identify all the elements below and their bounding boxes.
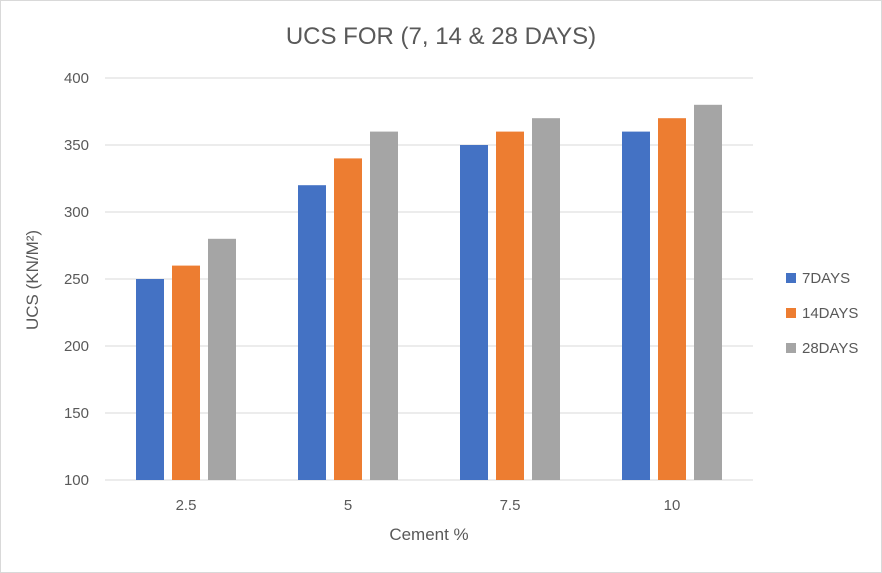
legend-swatch-28days	[786, 343, 796, 353]
legend-label-14days: 14DAYS	[802, 305, 858, 322]
bar-28days-2.5	[208, 238, 236, 480]
x-tick-label: 7.5	[500, 497, 521, 514]
bar-28days-5	[370, 131, 398, 480]
x-axis-ticks: 2.5 5 7.5 10	[176, 497, 681, 514]
legend-label-28days: 28DAYS	[802, 340, 858, 357]
y-axis-label: UCS (KN/M²)	[23, 230, 42, 330]
bar-7days-5	[298, 185, 326, 480]
legend-label-7days: 7DAYS	[802, 270, 850, 287]
bars	[136, 104, 722, 481]
bar-7days-10	[622, 131, 650, 480]
y-tick-label: 150	[64, 405, 89, 422]
x-tick-label: 10	[664, 497, 681, 514]
x-axis-label: Cement %	[389, 525, 468, 544]
x-tick-label: 5	[344, 497, 352, 514]
y-tick-label: 250	[64, 271, 89, 288]
y-tick-label: 400	[64, 70, 89, 87]
x-tick-label: 2.5	[176, 497, 197, 514]
y-axis-ticks: 100 150 200 250 300 350 400	[64, 70, 89, 489]
bar-14days-10	[658, 118, 686, 480]
bar-14days-5	[334, 158, 362, 480]
bar-28days-10	[694, 104, 722, 481]
bar-28days-7.5	[532, 118, 560, 480]
y-tick-label: 350	[64, 137, 89, 154]
bar-14days-7.5	[496, 131, 524, 480]
gridlines	[105, 77, 753, 481]
legend-swatch-14days	[786, 308, 796, 318]
legend-swatch-7days	[786, 273, 796, 283]
y-tick-label: 300	[64, 204, 89, 221]
bar-7days-7.5	[460, 145, 488, 480]
chart-title: UCS FOR (7, 14 & 28 DAYS)	[286, 23, 596, 50]
legend: 7DAYS 14DAYS 28DAYS	[786, 270, 858, 357]
y-tick-label: 200	[64, 338, 89, 355]
y-tick-label: 100	[64, 472, 89, 489]
bar-14days-2.5	[172, 265, 200, 480]
bar-7days-2.5	[136, 279, 164, 480]
